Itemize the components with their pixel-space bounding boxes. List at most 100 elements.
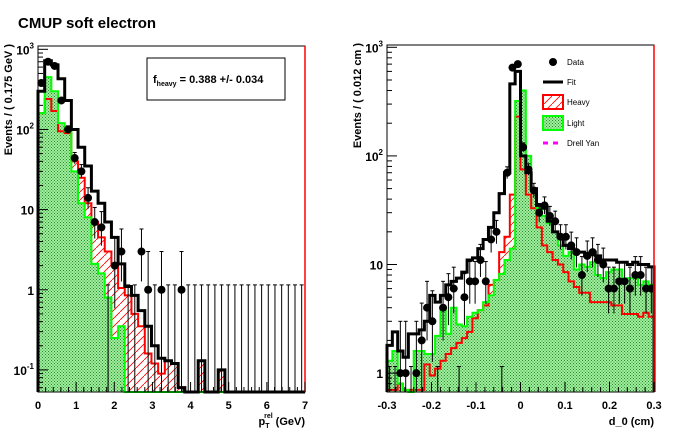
data-point (492, 227, 501, 236)
data-point (137, 247, 146, 256)
y-tick-label: 1 (376, 367, 383, 381)
data-point (572, 248, 581, 257)
data-point (620, 277, 629, 286)
fit-result-label: f (153, 74, 157, 86)
y-tick-label: 102 (16, 121, 34, 137)
x-tick-label: -0.1 (467, 400, 486, 412)
data-point (524, 165, 533, 174)
data-point (471, 277, 480, 286)
data-point (77, 167, 86, 176)
fit-result-value: = 0.388 +/- 0.034 (177, 74, 265, 86)
y-tick-label: 1 (27, 284, 34, 298)
legend-label: Drell Yan (567, 139, 599, 148)
y-tick-base: 10 (365, 150, 379, 164)
data-point (636, 271, 645, 280)
x-tick-label: 0.1 (557, 400, 572, 412)
data-point (476, 256, 485, 265)
x-axis-label: d_0 (cm) (609, 416, 655, 428)
legend-label: Fit (567, 78, 577, 87)
y-tick-label: 10-1 (14, 362, 35, 378)
x-tick-label: -0.2 (422, 400, 441, 412)
data-point (84, 193, 93, 202)
data-point (57, 96, 66, 105)
y-tick-exponent: -1 (27, 362, 35, 371)
x-tick-label: 0.2 (602, 400, 617, 412)
data-point (412, 369, 421, 378)
y-tick-base: 10 (16, 123, 30, 137)
data-point (577, 271, 586, 280)
light-dotted-fill (387, 90, 654, 392)
x-tick-label: 0 (35, 400, 41, 412)
data-point (401, 369, 410, 378)
y-tick-base: 10 (14, 364, 28, 378)
data-point (44, 57, 53, 66)
y-tick-label: 103 (365, 39, 383, 55)
page-title: CMUP soft electron (18, 15, 156, 32)
y-tick-label: 10 (370, 259, 384, 273)
x-tick-label: 4 (188, 400, 195, 412)
y-tick-label: 10 (21, 204, 35, 218)
data-point (110, 261, 119, 270)
data-point (439, 303, 448, 312)
y-tick-exponent: 2 (379, 148, 384, 157)
data-point (70, 154, 79, 163)
y-tick-exponent: 3 (379, 39, 384, 48)
legend-data-marker (549, 58, 557, 66)
data-point (513, 60, 522, 69)
y-tick-exponent: 3 (30, 41, 35, 50)
data-point (535, 208, 544, 217)
x-tick-label: 0.3 (646, 400, 661, 412)
legend-heavy-swatch (542, 94, 564, 110)
x-tick-label: 7 (302, 400, 308, 412)
legend-label: Data (567, 58, 584, 67)
x-tick-label: 2 (111, 400, 117, 412)
data-point (540, 201, 549, 210)
data-point (481, 277, 490, 286)
y-tick-label: 102 (365, 148, 383, 164)
y-tick-base: 1 (376, 367, 383, 381)
data-point (64, 125, 73, 134)
legend-light-swatch (542, 115, 564, 131)
data-point (37, 78, 46, 87)
data-point (561, 232, 570, 241)
data-point (428, 317, 437, 326)
y-tick-base: 10 (16, 43, 30, 57)
data-point (449, 284, 458, 293)
data-point (519, 143, 528, 152)
y-tick-exponent: 2 (30, 121, 35, 130)
data-point (423, 303, 432, 312)
data-point (593, 256, 602, 265)
x-tick-label: 6 (264, 400, 270, 412)
data-point (144, 285, 153, 294)
fit-result-box (146, 57, 286, 101)
data-point (609, 284, 618, 293)
data-point (567, 241, 576, 250)
y-tick-base: 1 (27, 284, 34, 298)
x-label-sub: T (265, 423, 270, 430)
data-point (545, 211, 554, 220)
y-axis-label: Events / ( 0.012 cm ) (352, 43, 364, 148)
data-point (588, 248, 597, 257)
data-point (551, 217, 560, 226)
data-point (417, 336, 426, 345)
fit-result-text: fheavy = 0.388 +/- 0.034 (153, 74, 264, 88)
y-axis-label: Events / ( 0.175 GeV ) (3, 44, 15, 156)
data-point (157, 285, 166, 294)
legend-label: Light (567, 119, 585, 128)
data-point (487, 235, 496, 244)
data-point (177, 285, 186, 294)
x-label-main: p (258, 416, 265, 428)
x-label-unit: (GeV) (276, 416, 306, 428)
data-point (90, 218, 99, 227)
y-tick-label: 103 (16, 41, 34, 57)
data-point (625, 284, 634, 293)
x-tick-label: 5 (226, 400, 232, 412)
y-tick-base: 10 (370, 259, 384, 273)
data-point (599, 260, 608, 269)
x-axis-label: pTrel (GeV) (258, 413, 305, 430)
data-point (529, 186, 538, 195)
legend-label: Heavy (567, 98, 590, 107)
